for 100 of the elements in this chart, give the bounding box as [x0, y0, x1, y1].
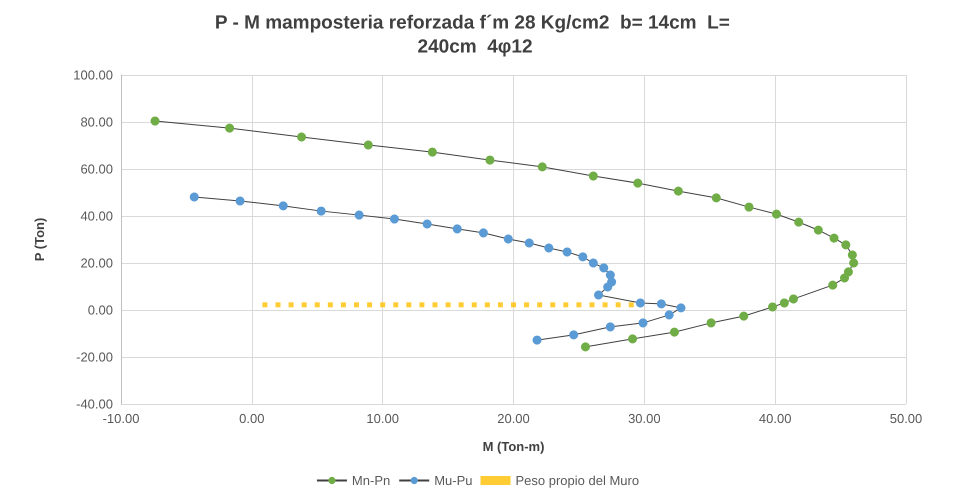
- point: [428, 148, 437, 157]
- point: [276, 302, 280, 308]
- point: [849, 258, 858, 268]
- point: [452, 224, 462, 234]
- point: [524, 302, 530, 308]
- chart-title: P - M mamposteria reforzada f´m 28 Kg/cm2 b= 14cm L= 240cm 4φ12: [214, 12, 736, 58]
- point: [656, 299, 666, 308]
- x-tick-label: 50.00: [890, 411, 922, 426]
- point: [841, 240, 850, 250]
- point: [472, 302, 477, 308]
- point: [354, 302, 359, 308]
- point: [712, 193, 721, 202]
- point: [563, 302, 568, 308]
- x-tick-label: 40.00: [758, 411, 792, 426]
- point: [636, 298, 645, 308]
- point: [190, 192, 199, 202]
- point: [840, 274, 850, 283]
- point: [739, 312, 748, 321]
- point: [511, 302, 516, 308]
- point: [628, 334, 638, 344]
- y-tick-label: 0.00: [88, 302, 113, 318]
- point: [794, 218, 804, 227]
- x-tick-label: 30.00: [628, 411, 661, 426]
- point: [628, 302, 634, 308]
- point: [328, 302, 333, 308]
- legend-label: Mn-Pn: [352, 473, 390, 488]
- point: [524, 238, 534, 248]
- point: [780, 298, 789, 308]
- point: [278, 201, 288, 210]
- point: [638, 318, 648, 328]
- point: [302, 302, 307, 308]
- point: [340, 302, 346, 308]
- point: [484, 302, 490, 308]
- legend-label: Mu-Pu: [434, 473, 473, 488]
- y-tick-label: 80.00: [80, 114, 113, 130]
- point: [706, 318, 716, 328]
- legend-label: Peso propio del Muro: [516, 473, 640, 488]
- point: [314, 302, 320, 308]
- point: [367, 302, 372, 308]
- point: [580, 342, 590, 352]
- point: [532, 336, 542, 345]
- point: [393, 302, 398, 308]
- y-tick-label: -40.00: [76, 396, 113, 412]
- point: [576, 302, 582, 308]
- point: [602, 302, 608, 308]
- point: [406, 302, 412, 308]
- point: [390, 214, 399, 224]
- x-tick-label: 0.00: [239, 411, 264, 426]
- point: [225, 124, 234, 133]
- point: [590, 302, 594, 308]
- y-axis-title: P (Ton): [32, 218, 47, 262]
- point: [588, 258, 598, 268]
- point: [606, 322, 615, 332]
- x-tick-label: 10.00: [366, 411, 399, 426]
- point: [485, 156, 494, 165]
- point: [674, 186, 683, 196]
- point: [478, 228, 488, 238]
- point: [380, 302, 386, 308]
- point: [446, 302, 451, 308]
- point: [538, 162, 547, 172]
- point: [588, 172, 598, 181]
- point: [772, 210, 781, 219]
- point: [504, 234, 513, 244]
- x-axis-title: M (Ton-m): [482, 439, 544, 454]
- point: [458, 302, 464, 308]
- x-tick-label: -10.00: [102, 411, 140, 426]
- point: [664, 310, 674, 320]
- point: [236, 196, 245, 206]
- y-tick-label: 20.00: [80, 256, 113, 270]
- point: [670, 328, 679, 337]
- point: [594, 290, 604, 300]
- point: [544, 243, 554, 252]
- point: [364, 140, 373, 150]
- point: [354, 210, 364, 220]
- point: [814, 226, 823, 235]
- point: [569, 330, 578, 340]
- point: [603, 282, 612, 292]
- point: [422, 219, 432, 228]
- point: [498, 302, 503, 308]
- point: [828, 280, 838, 290]
- point: [830, 234, 839, 243]
- point: [419, 302, 424, 308]
- point: [788, 294, 798, 304]
- point: [550, 302, 556, 308]
- y-tick-label: 60.00: [80, 162, 113, 176]
- point: [599, 263, 608, 272]
- point: [262, 302, 268, 308]
- point: [150, 116, 160, 126]
- point: [562, 247, 572, 256]
- point: [578, 252, 588, 262]
- x-tick-label: 20.00: [497, 411, 530, 426]
- point: [633, 178, 642, 188]
- y-tick-label: -20.00: [76, 350, 113, 364]
- point: [744, 202, 754, 212]
- point: [768, 302, 778, 312]
- point: [676, 303, 686, 312]
- point: [848, 250, 857, 260]
- point: [297, 132, 306, 142]
- y-tick-label: 100.00: [73, 68, 113, 82]
- point: [537, 302, 542, 308]
